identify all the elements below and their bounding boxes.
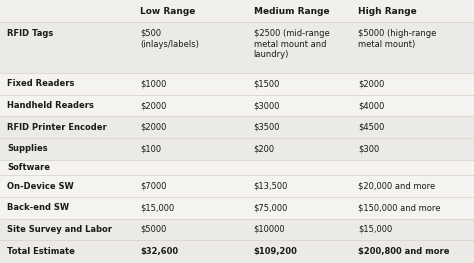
Bar (0, 219, 474, 240)
Text: Software: Software (7, 163, 50, 172)
Text: RFID Tags: RFID Tags (7, 29, 54, 38)
Text: $1500: $1500 (254, 79, 280, 88)
Text: $4500: $4500 (358, 123, 384, 132)
Text: Total Estimate: Total Estimate (7, 247, 75, 256)
Text: $500
(inlays/labels): $500 (inlays/labels) (140, 29, 199, 49)
Text: $300: $300 (358, 144, 379, 153)
Text: $100: $100 (140, 144, 161, 153)
Text: $109,200: $109,200 (254, 247, 298, 256)
Text: Handheld Readers: Handheld Readers (7, 101, 94, 110)
Bar (0, 175, 474, 197)
Text: $15,000: $15,000 (358, 225, 392, 234)
Bar (0, 22, 474, 73)
Bar (0, 138, 474, 160)
Text: $2000: $2000 (140, 101, 166, 110)
Text: $150,000 and more: $150,000 and more (358, 203, 440, 212)
Text: RFID Printer Encoder: RFID Printer Encoder (7, 123, 107, 132)
Text: $20,000 and more: $20,000 and more (358, 182, 435, 191)
Text: $15,000: $15,000 (140, 203, 174, 212)
Text: Medium Range: Medium Range (254, 7, 329, 16)
Bar (0, 0, 474, 22)
Bar (0, 95, 474, 117)
Text: $7000: $7000 (140, 182, 166, 191)
Text: $4000: $4000 (358, 101, 384, 110)
Text: $200,800 and more: $200,800 and more (358, 247, 449, 256)
Text: $32,600: $32,600 (140, 247, 178, 256)
Text: High Range: High Range (358, 7, 417, 16)
Text: $2000: $2000 (140, 123, 166, 132)
Bar (0, 160, 474, 175)
Text: Site Survey and Labor: Site Survey and Labor (7, 225, 112, 234)
Text: $3500: $3500 (254, 123, 280, 132)
Text: Fixed Readers: Fixed Readers (7, 79, 74, 88)
Text: $1000: $1000 (140, 79, 166, 88)
Text: $5000 (high-range
metal mount): $5000 (high-range metal mount) (358, 29, 436, 49)
Bar (0, 117, 474, 138)
Text: Supplies: Supplies (7, 144, 48, 153)
Text: $13,500: $13,500 (254, 182, 288, 191)
Bar (0, 197, 474, 219)
Text: $75,000: $75,000 (254, 203, 288, 212)
Text: $2000: $2000 (358, 79, 384, 88)
Text: $200: $200 (254, 144, 275, 153)
Text: Back-end SW: Back-end SW (7, 203, 69, 212)
Text: $2500 (mid-range
metal mount and
laundry): $2500 (mid-range metal mount and laundry… (254, 29, 329, 59)
Text: $5000: $5000 (140, 225, 166, 234)
Text: On-Device SW: On-Device SW (7, 182, 74, 191)
Bar (0, 240, 474, 263)
Text: $10000: $10000 (254, 225, 285, 234)
Text: $3000: $3000 (254, 101, 280, 110)
Bar (0, 73, 474, 95)
Text: Low Range: Low Range (140, 7, 195, 16)
